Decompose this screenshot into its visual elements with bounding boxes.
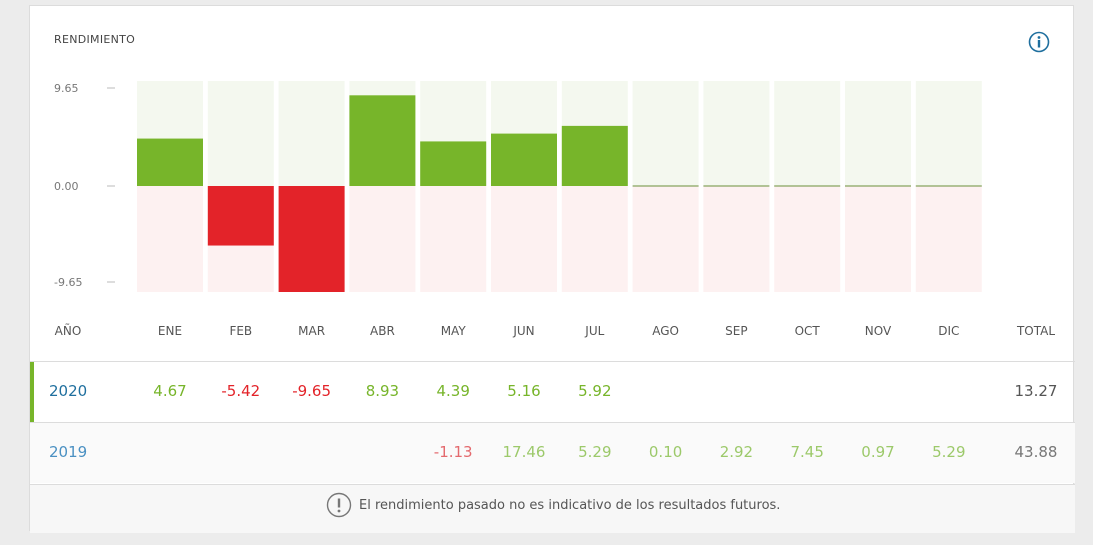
header-year: AÑO <box>54 324 82 338</box>
exclamation-circle-icon <box>326 492 352 518</box>
y-tick-label: 0.00 <box>54 180 79 193</box>
column-bg-positive <box>278 81 345 186</box>
row-value-ene: 4.67 <box>153 382 187 400</box>
header-month: ABR <box>370 324 395 338</box>
column-bg-negative <box>349 186 416 292</box>
column-bg-positive <box>207 81 274 186</box>
bar-mar <box>278 186 345 292</box>
header-month: MAR <box>298 324 326 338</box>
row-divider <box>30 361 1075 362</box>
column-bg-positive <box>632 81 699 186</box>
column-bg-negative <box>137 186 203 292</box>
row-value-abr: 8.93 <box>365 382 400 400</box>
bar-jun <box>491 133 557 186</box>
info-icon[interactable] <box>1028 31 1050 53</box>
row-value-jun: 17.46 <box>502 443 546 461</box>
row-value-nov: 0.97 <box>861 443 895 461</box>
row-value-may: 4.39 <box>436 382 470 400</box>
column-bg-negative <box>561 186 628 292</box>
row-value-ago: 0.10 <box>648 443 683 461</box>
row-value-oct: 7.45 <box>790 443 824 461</box>
header-month: DIC <box>938 324 960 338</box>
header-month: AGO <box>652 324 679 338</box>
month-header-row: AÑO TOTAL ENE FEB MAR ABR MAY JUN JUL AGO SEP OCT… <box>30 324 1075 342</box>
column-bg-negative <box>845 186 911 292</box>
column-bg-negative <box>420 186 487 292</box>
header-month: SEP <box>725 324 748 338</box>
header-month: MAY <box>440 324 466 338</box>
header-month: JUL <box>585 324 605 338</box>
y-tick-label: 9.65 <box>54 82 79 95</box>
header-month: JUN <box>513 324 535 338</box>
header-month: NOV <box>864 324 892 338</box>
column-bg-negative <box>491 186 557 292</box>
header-month: FEB <box>229 324 253 338</box>
header-total: TOTAL <box>1016 324 1056 338</box>
column-bg-positive <box>915 81 982 186</box>
header-month: OCT <box>794 324 820 338</box>
bar-jul <box>561 125 628 186</box>
row-value-dic: 5.29 <box>932 443 966 461</box>
column-bg-negative <box>632 186 699 292</box>
bar-abr <box>349 95 416 186</box>
bar-feb <box>207 186 274 246</box>
column-bg-negative <box>774 186 841 292</box>
performance-card: RENDIMIENTO 9.65 0.00 -9.65 AÑO TOTAL ENE F… <box>29 5 1075 533</box>
row-divider <box>30 422 1075 423</box>
selected-row-accent <box>30 362 34 422</box>
column-bg-positive <box>845 81 911 186</box>
row-value-jul: 5.92 <box>578 382 612 400</box>
disclaimer-text: El rendimiento pasado no es indicativo d… <box>359 498 781 513</box>
monthly-bar-chart: 9.65 0.00 -9.65 <box>54 81 982 292</box>
year-row-2019[interactable]: 2019 43.88 -1.13 17.46 5.29 0.10 2.92 7.45 0.9… <box>30 423 1075 483</box>
row-total: 13.27 <box>1014 382 1058 400</box>
row-value-jul: 5.29 <box>578 443 612 461</box>
column-bg-positive <box>774 81 841 186</box>
bar-ene <box>137 138 203 186</box>
year-row-2020[interactable]: 2020 13.27 4.67 -5.42 -9.65 8.93 4.39 5.16 5.9… <box>30 362 1075 422</box>
bar-may <box>420 141 487 186</box>
row-value-jun: 5.16 <box>507 382 541 400</box>
row-total: 43.88 <box>1014 443 1058 461</box>
y-tick-label: -9.65 <box>54 276 82 289</box>
header-month: ENE <box>157 324 183 338</box>
column-bg-positive <box>703 81 770 186</box>
column-bg-negative <box>703 186 770 292</box>
row-value-sep: 2.92 <box>719 443 754 461</box>
chart-title: RENDIMIENTO <box>54 33 136 46</box>
disclaimer-footer: El rendimiento pasado no es indicativo d… <box>30 484 1075 533</box>
column-bg-negative <box>915 186 982 292</box>
row-value-feb: -5.42 <box>221 382 261 400</box>
row-year: 2020 <box>49 382 88 400</box>
row-value-mar: -9.65 <box>292 382 331 400</box>
row-year: 2019 <box>49 443 88 461</box>
row-value-may: -1.13 <box>433 443 473 461</box>
